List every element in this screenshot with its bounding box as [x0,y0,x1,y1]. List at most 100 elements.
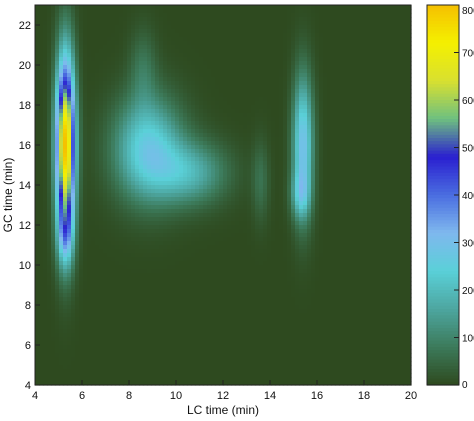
heatmap-cell [191,125,196,130]
heatmap-cell [187,93,192,98]
heatmap-cell [127,101,132,106]
heatmap-cell [111,89,116,94]
heatmap-cell [103,117,108,122]
heatmap-cell [375,25,380,30]
heatmap-cell [243,149,248,154]
heatmap-cell [135,29,140,34]
heatmap-cell [115,105,120,110]
heatmap-cell [79,121,84,126]
heatmap-cell [383,181,388,186]
heatmap-cell [399,205,404,210]
heatmap-cell [279,125,284,130]
heatmap-cell [39,57,44,62]
heatmap-cell [151,61,156,66]
heatmap-cell [387,145,392,150]
heatmap-cell [139,93,144,98]
heatmap-cell [87,157,92,162]
heatmap-cell [103,153,108,158]
heatmap-cell [163,197,168,202]
heatmap-cell [43,165,48,170]
heatmap-cell [167,173,172,178]
heatmap-cell [311,65,316,70]
heatmap-cell [103,25,108,30]
heatmap-cell [371,129,376,134]
heatmap-cell [363,133,368,138]
heatmap-cell [339,65,344,70]
heatmap-cell [243,189,248,194]
heatmap-cell [291,157,296,162]
heatmap-cell [207,201,212,206]
heatmap-cell [207,85,212,90]
heatmap-cell [107,137,112,142]
heatmap-cell [99,213,104,218]
heatmap-cell [243,29,248,34]
heatmap-cell [159,125,164,130]
heatmap-cell [263,21,268,26]
heatmap-cell [239,109,244,114]
heatmap-cell [83,105,88,110]
heatmap-cell [127,25,132,30]
heatmap-cell [71,177,76,182]
heatmap-cell [195,149,200,154]
heatmap-cell [171,129,176,134]
heatmap-cell [151,69,156,74]
heatmap-cell [167,69,172,74]
heatmap-cell [131,93,136,98]
heatmap-cell [135,133,140,138]
heatmap-cell [303,137,308,142]
heatmap-cell [307,201,312,206]
heatmap-cell [327,141,332,146]
heatmap-cell [131,117,136,122]
heatmap-cell [111,173,116,178]
heatmap-cell [83,73,88,78]
heatmap-cell [163,97,168,102]
heatmap-cell [335,109,340,114]
heatmap-cell [331,177,336,182]
heatmap-cell [243,213,248,218]
heatmap-cell [395,65,400,70]
heatmap-cell [139,21,144,26]
heatmap-cell [371,169,376,174]
heatmap-cell [151,17,156,22]
heatmap-cell [271,201,276,206]
heatmap-cell [403,169,408,174]
heatmap-cell [223,97,228,102]
heatmap-cell [83,189,88,194]
heatmap-cell [323,121,328,126]
heatmap-cell [251,193,256,198]
heatmap-cell [223,169,228,174]
heatmap-cell [91,161,96,166]
heatmap-cell [367,53,372,58]
heatmap-cell [203,165,208,170]
heatmap-cell [191,133,196,138]
heatmap-cell [99,89,104,94]
heatmap-cell [307,173,312,178]
heatmap-cell [67,85,72,90]
heatmap-cell [315,53,320,58]
heatmap-cell [367,177,372,182]
heatmap-cell [179,165,184,170]
heatmap-cell [399,81,404,86]
heatmap-cell [223,73,228,78]
heatmap-cell [159,13,164,18]
heatmap-cell [35,117,40,122]
heatmap-cell [51,61,56,66]
heatmap-cell [139,61,144,66]
heatmap-cell [191,57,196,62]
heatmap-cell [339,37,344,42]
heatmap-cell [47,173,52,178]
heatmap-cell [255,121,260,126]
heatmap-cell [299,21,304,26]
heatmap-cell [283,105,288,110]
heatmap-cell [99,117,104,122]
heatmap-cell [139,157,144,162]
heatmap-cell [319,181,324,186]
heatmap-cell [39,189,44,194]
heatmap-cell [199,37,204,42]
heatmap-cell [299,181,304,186]
heatmap-cell [391,213,396,218]
heatmap-cell [383,85,388,90]
heatmap-cell [51,169,56,174]
heatmap-cell [183,45,188,50]
heatmap-cell [251,53,256,58]
